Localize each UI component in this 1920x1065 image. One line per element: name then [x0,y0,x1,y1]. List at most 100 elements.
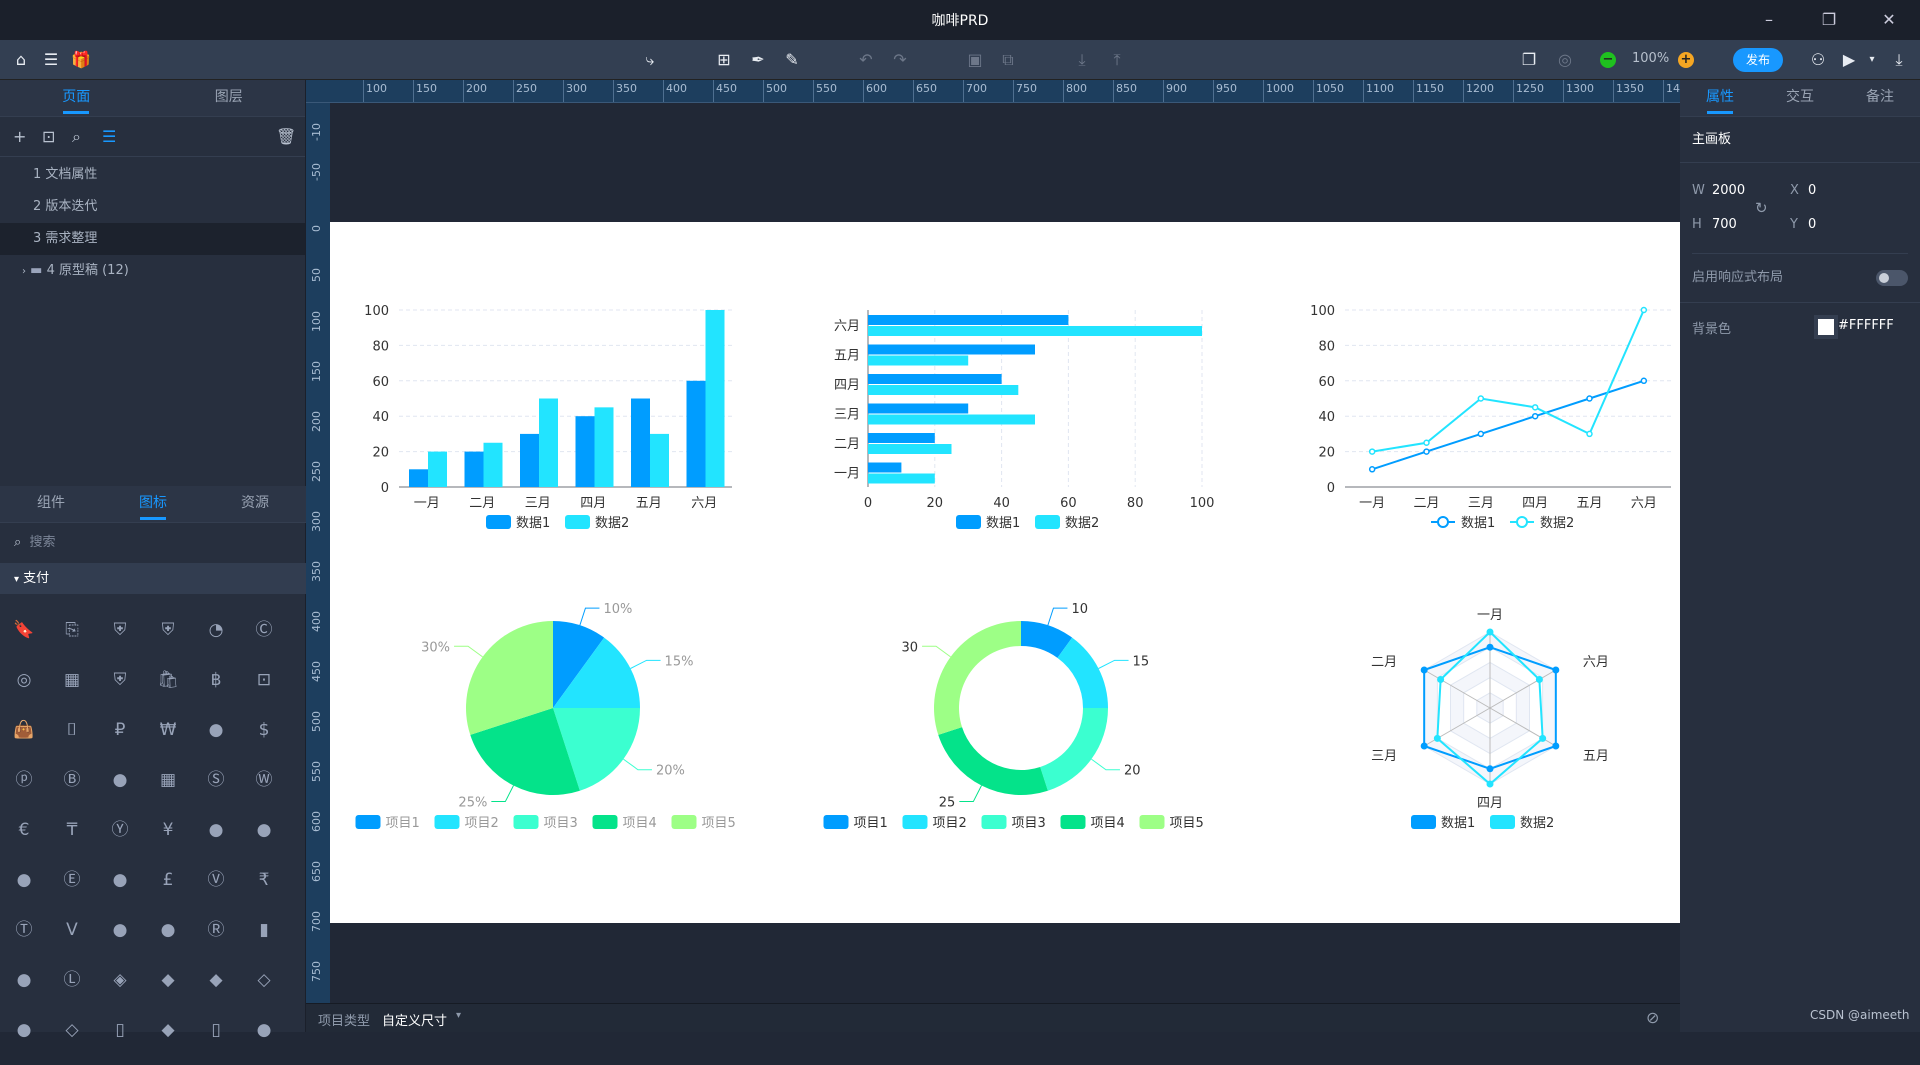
payment-icon[interactable]: ⎘ [65,620,79,640]
x-input[interactable]: 0 [1808,183,1817,198]
payment-icon[interactable]: £ [162,870,174,890]
bg-color-value[interactable]: #FFFFFF [1838,318,1894,333]
bg-color-swatch[interactable] [1814,315,1838,339]
payment-icon[interactable]: Ⓡ [207,920,225,940]
payment-icon[interactable]: ◈ [113,970,127,990]
add-icon[interactable]: + [13,127,27,146]
responsive-toggle[interactable] [1876,270,1908,286]
tab-components[interactable]: 组件 [37,495,65,511]
home-icon[interactable]: ⌂ [15,50,27,69]
preview-frame-icon[interactable]: ❐ [1521,50,1537,69]
payment-icon[interactable]: Ⓣ [15,920,33,940]
tab-properties[interactable]: 属性 [1680,80,1760,116]
payment-icon[interactable]: ▦ [63,670,81,690]
payment-icon[interactable]: ▮ [259,920,269,940]
play-icon[interactable]: ▶ [1842,50,1856,69]
payment-icon[interactable]: ● [256,1020,272,1040]
redo-icon[interactable]: ↷ [893,50,907,69]
payment-icon[interactable]: ⌷ [66,720,78,740]
zoom-in-button[interactable]: + [1678,52,1694,68]
tab-notes[interactable]: 备注 [1866,89,1894,105]
payment-icon[interactable]: Ⓒ [255,620,273,640]
minimize-button[interactable]: – [1765,10,1773,29]
payment-icon[interactable]: ● [112,770,128,790]
page-item-selected[interactable]: 3 需求整理 [0,223,305,255]
close-button[interactable]: ✕ [1882,10,1896,29]
payment-icon[interactable]: ▦ [159,770,177,790]
chevron-down-icon[interactable]: ▾ [456,1010,462,1021]
payment-icon[interactable]: € [18,820,30,840]
restore-button[interactable]: ❐ [1821,10,1837,29]
payment-icon[interactable]: ● [16,1020,32,1040]
payment-icon[interactable]: ▯ [211,1020,221,1040]
page-folder[interactable]: › ▬ 4 原型稿 (12) [0,255,305,287]
payment-icon[interactable]: Ⓔ [63,870,81,890]
tab-icons[interactable]: 图标 [102,486,204,522]
page-item[interactable]: 1 文档属性 [33,167,98,182]
payment-icon[interactable]: ● [208,820,224,840]
project-type-select[interactable]: 自定义尺寸 [382,1014,448,1029]
menu-icon[interactable]: ☰ [43,50,59,69]
icon-search-input[interactable]: ⌕ 搜索 [0,523,306,563]
numbered-list-icon[interactable]: ☰ [102,127,117,146]
payment-icon[interactable]: ⛨ [113,620,127,640]
add-artboard-icon[interactable]: ⊞ [717,50,731,69]
search-icon[interactable]: ⌕ [72,127,81,146]
payment-icon[interactable]: ₽ [114,720,126,740]
height-input[interactable]: 700 [1712,217,1737,232]
payment-icon[interactable]: ◇ [65,1020,79,1040]
connector-icon[interactable]: ⤷ [645,50,655,69]
gift-icon[interactable]: 🎁 [71,50,91,69]
compass-icon[interactable]: ⊘ [1646,1008,1660,1027]
zoom-out-button[interactable]: − [1600,52,1616,68]
page-item[interactable]: 2 版本迭代 [33,199,98,214]
link-ratio-icon[interactable]: ↻ [1755,199,1768,217]
payment-icon[interactable]: ◇ [257,970,271,990]
payment-icon[interactable]: ฿ [210,670,222,690]
payment-icon[interactable]: ◆ [161,970,175,990]
pen-icon[interactable]: ✒ [751,50,765,69]
tab-pages[interactable]: 页面 [0,80,153,116]
payment-icon[interactable]: ◆ [209,970,223,990]
payment-icon[interactable]: Ⓨ [111,820,129,840]
payment-icon[interactable]: ◆ [161,1020,175,1040]
payment-icon[interactable]: 👜 [13,720,35,740]
payment-icon[interactable]: ₸ [66,820,78,840]
payment-icon[interactable]: ₹ [258,870,270,890]
payment-icon[interactable]: ▯ [115,1020,125,1040]
chevron-down-icon[interactable]: ▾ [1869,54,1875,65]
move-up-icon[interactable]: ⤒ [1113,50,1121,69]
payment-icon[interactable]: 🔖 [13,620,35,640]
group-icon[interactable]: ▣ [967,50,983,69]
pencil-icon[interactable]: ✎ [785,50,799,69]
payment-icon[interactable]: ⛨ [113,670,127,690]
add-folder-icon[interactable]: ⊡ [42,127,56,146]
payment-icon[interactable]: Ⓑ [63,770,81,790]
payment-icon[interactable]: $ [258,720,270,740]
payment-icon[interactable]: Ⓦ [255,770,273,790]
undo-icon[interactable]: ↶ [859,50,873,69]
payment-icon[interactable]: 🛍 [157,670,179,690]
payment-icon[interactable]: Ⓢ [207,770,225,790]
artboard[interactable]: 0 20 40 60 80 100 一月 二月 三月 四月 五月 六月 数据1 数据2 0 20 40 60 80 1… [330,222,1680,923]
payment-icon[interactable]: ¥ [162,820,174,840]
payment-icon[interactable]: Ⓛ [63,970,81,990]
publish-button[interactable]: 发布 [1733,48,1783,72]
payment-icon[interactable]: ● [16,970,32,990]
group-header-payment[interactable]: ▾ 支付 [0,563,306,594]
recycle-bin-icon[interactable]: 🗑 [276,127,297,146]
payment-icon[interactable]: ● [16,870,32,890]
download-icon[interactable]: ⤓ [1895,50,1903,69]
payment-icon[interactable]: ● [208,720,224,740]
payment-icon[interactable]: Ⓥ [207,870,225,890]
payment-icon[interactable]: ● [256,820,272,840]
payment-icon[interactable]: ◔ [208,620,224,640]
payment-icon[interactable]: ⛨ [161,620,175,640]
tab-assets[interactable]: 资源 [241,495,269,511]
payment-icon[interactable]: ⊡ [256,670,272,690]
payment-icon[interactable]: ● [112,920,128,940]
tab-interaction[interactable]: 交互 [1786,89,1814,105]
payment-icon[interactable]: V [66,920,78,940]
tab-layers[interactable]: 图层 [214,89,243,105]
payment-icon[interactable]: ● [112,870,128,890]
